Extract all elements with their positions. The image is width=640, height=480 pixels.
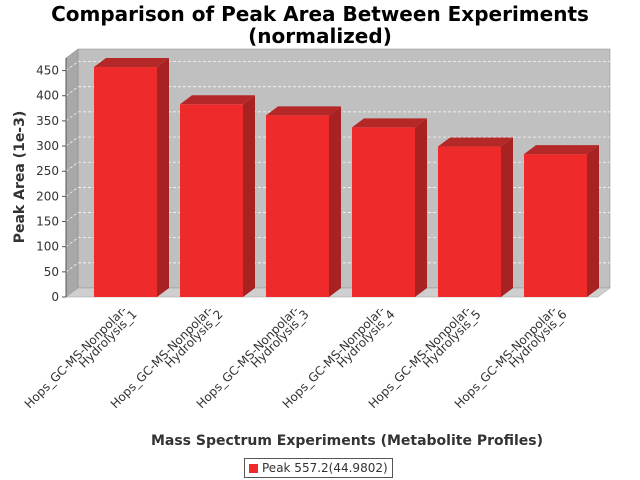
bar-side <box>501 137 513 297</box>
gridline <box>65 212 79 222</box>
bar-side <box>415 118 427 297</box>
gridline <box>65 61 79 71</box>
bar-top <box>180 95 255 105</box>
gridline <box>65 86 79 97</box>
y-tick-label: 450 <box>36 64 59 78</box>
bar <box>94 67 157 297</box>
y-tick-label: 250 <box>36 164 59 178</box>
y-axis-title: Peak Area (1e-3) <box>12 111 28 244</box>
legend-swatch <box>249 463 258 473</box>
bar-side <box>243 95 255 297</box>
bar-top <box>352 118 427 128</box>
plot-side-wall <box>65 48 79 298</box>
gridline <box>65 111 79 122</box>
y-tick-label: 100 <box>36 240 59 254</box>
y-tick-label: 0 <box>51 290 59 304</box>
bar-top <box>94 58 169 68</box>
gridline <box>65 161 79 172</box>
y-tick-label: 50 <box>44 265 59 279</box>
y-tick-label: 200 <box>36 189 59 203</box>
bar-side <box>157 58 169 298</box>
bar-side <box>587 145 599 297</box>
legend-label: Peak 557.2(44.9802) <box>262 461 388 475</box>
x-axis-title: Mass Spectrum Experiments (Metabolite Pr… <box>151 433 543 449</box>
y-tick-label: 150 <box>36 215 59 229</box>
gridline <box>65 187 79 197</box>
bar-side <box>329 106 341 297</box>
gridline <box>65 262 79 273</box>
gridline <box>65 136 79 147</box>
y-tick-label: 400 <box>36 89 59 103</box>
chart-title: Comparison of Peak Area Between Experime… <box>51 2 589 26</box>
bar <box>524 154 587 297</box>
legend: Peak 557.2(44.9802) <box>244 458 393 478</box>
y-tick-label: 350 <box>36 114 59 128</box>
chart-subtitle: (normalized) <box>248 24 392 48</box>
y-tick-label: 300 <box>36 139 59 153</box>
bar-top <box>438 137 513 147</box>
gridline <box>65 237 79 247</box>
bar <box>266 115 329 297</box>
bar <box>438 146 501 297</box>
bar <box>352 127 415 297</box>
bar <box>180 104 243 297</box>
bar-top <box>266 106 341 116</box>
bar-top <box>524 145 599 155</box>
